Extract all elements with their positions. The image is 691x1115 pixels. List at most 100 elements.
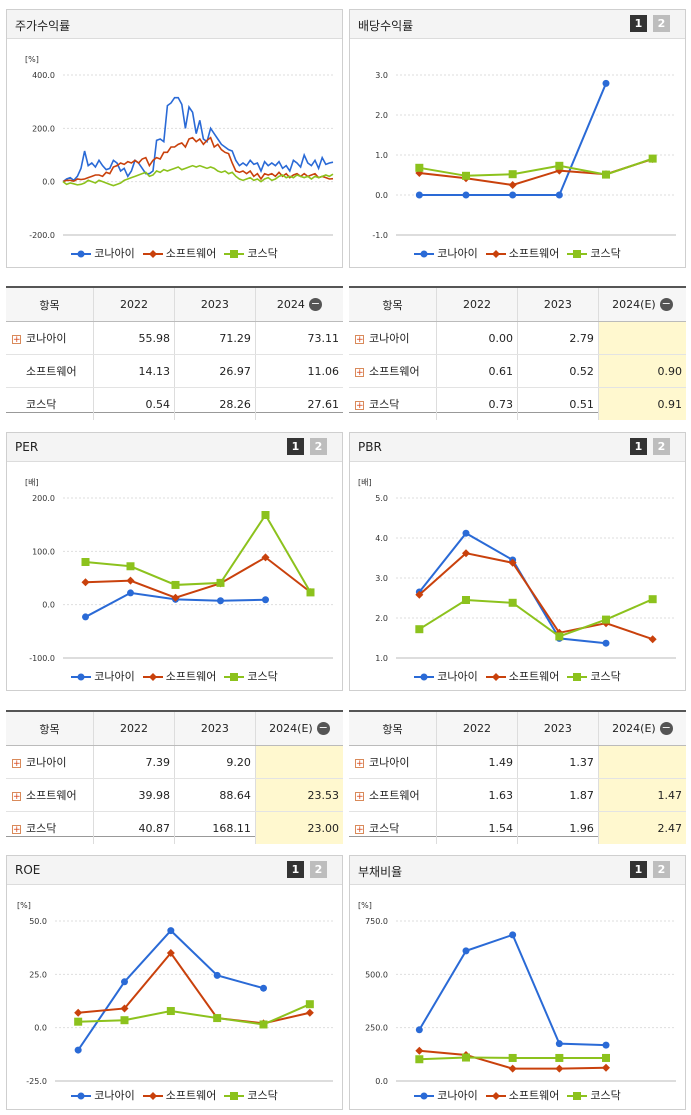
series-line: [419, 158, 653, 187]
expand-plus-icon[interactable]: +: [12, 824, 21, 835]
panel-title: ROE: [15, 863, 41, 877]
series-line: [418, 933, 607, 1047]
legend-label: 소프트웨어: [165, 1089, 217, 1102]
page-2-button[interactable]: 2: [310, 438, 327, 455]
series-line: [85, 556, 312, 599]
row-name[interactable]: + 코나아이: [6, 321, 95, 355]
legend: 코나아이 소프트웨어 코스닥: [7, 668, 342, 684]
column-header: 2023: [174, 712, 256, 746]
row-name[interactable]: + 소프트웨어: [6, 778, 95, 812]
y-tick-label: 3.0: [375, 574, 388, 583]
series-line: [85, 513, 312, 593]
row-name[interactable]: + 소프트웨어: [349, 778, 438, 812]
panel-title: 주가수익률: [15, 19, 71, 33]
header-row: 항목 2022 2023 2024−: [6, 288, 343, 322]
debt-ratio-chart: [%]750.0500.0250.00.02019202020212022202…: [358, 901, 676, 1084]
legend-item: 코나아이: [71, 668, 135, 684]
row-name[interactable]: + 코스닥: [6, 811, 95, 844]
row-name[interactable]: + 코나아이: [349, 745, 438, 779]
page-2-button[interactable]: 2: [653, 438, 670, 455]
y-tick-label: 2.0: [375, 111, 388, 120]
collapse-icon[interactable]: −: [316, 721, 330, 736]
legend-item: 코스닥: [224, 668, 278, 684]
legend-label: 코스닥: [247, 1089, 278, 1102]
per-table: 항목 2022 2023 2024(E) − + 코나아이 7.39 9.20 + 소프트웨어 39.…: [6, 710, 343, 844]
expand-plus-icon[interactable]: +: [12, 334, 21, 345]
page-2-button[interactable]: 2: [653, 15, 670, 32]
y-tick-label: 200.0: [32, 494, 55, 503]
legend-label: 코스닥: [590, 247, 621, 260]
table-cell: 23.53: [255, 778, 343, 812]
expand-plus-icon[interactable]: +: [355, 791, 364, 802]
column-header: 항목: [349, 712, 438, 746]
y-tick-label: 1.0: [375, 654, 388, 661]
y-tick-label: 400.0: [32, 71, 55, 80]
panel-title: 부채비율: [358, 865, 403, 879]
expand-plus-icon[interactable]: +: [355, 400, 364, 411]
collapse-icon[interactable]: −: [659, 297, 673, 312]
page-1-button[interactable]: 1: [630, 861, 647, 878]
legend: 코나아이 소프트웨어 코스닥: [7, 245, 342, 261]
panel-debt-ratio: 부채비율 1 2 [%]750.0500.0250.00.02019202020…: [349, 855, 686, 1110]
expand-plus-icon[interactable]: +: [355, 334, 364, 345]
panel-title: PBR: [358, 440, 382, 454]
data-point: [555, 1064, 564, 1073]
legend-label: 코스닥: [590, 670, 621, 683]
panel-header: ROE 1 2: [7, 856, 342, 885]
page-2-button[interactable]: 2: [310, 861, 327, 878]
page-1-button[interactable]: 1: [287, 438, 304, 455]
roe-chart: [%]50.025.00.0-25.0201920202021202220232…: [17, 901, 333, 1084]
y-tick-label: 200.0: [32, 124, 55, 133]
expand-plus-icon[interactable]: +: [12, 758, 21, 769]
table-cell: 55.98: [93, 321, 175, 355]
legend-label: 소프트웨어: [508, 247, 560, 260]
series-line: [419, 157, 653, 177]
legend-marker-icon: [414, 1092, 435, 1100]
data-point: [602, 1063, 610, 1072]
panel-header: 배당수익률 1 2: [350, 10, 685, 39]
legend-item: 코나아이: [71, 245, 135, 261]
collapse-icon[interactable]: −: [308, 297, 322, 312]
page-1-button[interactable]: 1: [630, 438, 647, 455]
legend-label: 코나아이: [437, 670, 478, 683]
legend-marker-icon: [567, 250, 588, 258]
data-point: [126, 576, 135, 585]
expand-plus-icon[interactable]: +: [355, 758, 364, 769]
data-point: [462, 529, 470, 537]
row-name[interactable]: + 코나아이: [6, 745, 95, 779]
expand-plus-icon[interactable]: +: [355, 367, 364, 378]
legend-label: 코나아이: [437, 1089, 478, 1102]
table-row: + 코스닥 1.54 1.96 2.47: [349, 811, 686, 844]
series-line: [62, 164, 334, 187]
row-name[interactable]: + 코나아이: [349, 321, 438, 355]
table-cell: 88.64: [174, 778, 256, 812]
table-cell: 0.51: [517, 387, 599, 420]
data-point: [508, 181, 517, 189]
table-cell: 168.11: [174, 811, 256, 844]
data-point: [602, 615, 610, 624]
y-tick-label: 500.0: [365, 970, 388, 979]
panel-title: 배당수익률: [358, 19, 414, 33]
table-row: + 코스닥 40.87 168.11 23.00: [6, 811, 343, 844]
column-header: 2022: [436, 712, 518, 746]
collapse-icon[interactable]: −: [659, 721, 673, 736]
series-line: [418, 598, 654, 638]
table-cell: 1.47: [598, 778, 686, 812]
data-point: [415, 625, 424, 634]
panel-per: PER 1 2 [배]200.0100.00.0-100.02019202020…: [6, 432, 343, 691]
page-2-button[interactable]: 2: [653, 861, 670, 878]
table-row: + 코나아이 1.49 1.37: [349, 745, 686, 779]
row-name[interactable]: + 소프트웨어: [349, 354, 438, 388]
page-1-button[interactable]: 1: [630, 15, 647, 32]
column-header: 2022: [436, 288, 518, 322]
page-1-button[interactable]: 1: [287, 861, 304, 878]
legend-item: 코나아이: [414, 668, 478, 684]
legend-label: 코스닥: [247, 247, 278, 260]
data-point: [462, 596, 470, 604]
table-row: + 소프트웨어 1.63 1.87 1.47: [349, 778, 686, 812]
expand-plus-icon[interactable]: +: [12, 791, 21, 802]
data-point: [213, 971, 221, 979]
row-name[interactable]: + 코스닥: [349, 387, 438, 420]
expand-plus-icon[interactable]: +: [355, 824, 364, 835]
row-name[interactable]: + 코스닥: [349, 811, 438, 844]
